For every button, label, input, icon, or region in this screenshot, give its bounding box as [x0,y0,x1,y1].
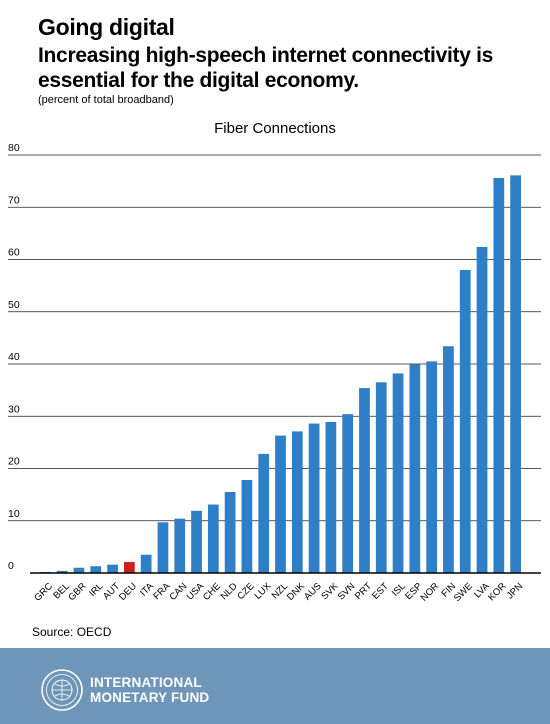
y-tick-label: 70 [8,194,20,206]
imf-wordmark: INTERNATIONAL MONETARY FUND [90,675,209,705]
x-tick-label: PRT [353,581,374,602]
y-tick-label: 0 [8,560,14,572]
x-tick-label: LUX [253,580,274,601]
bar [224,492,236,573]
source-note: Source: OECD [32,625,112,639]
unit-note: (percent of total broadband) [38,94,174,106]
bar [157,522,169,573]
x-tick-label: SVN [336,581,358,603]
bar [459,269,471,573]
x-tick-label: GBR [66,581,88,603]
chart-subtitle: Increasing high-speech internet connecti… [38,44,494,92]
bar [392,373,404,573]
bar [207,504,219,573]
bar [325,421,337,573]
y-tick-label: 80 [8,142,20,154]
y-tick-label: 60 [8,247,20,259]
bar [275,435,286,573]
y-tick-label: 40 [8,351,20,363]
imf-seal-icon [41,669,83,711]
bar [123,562,135,573]
bar [510,175,521,573]
x-tick-label: NOR [419,581,442,604]
x-tick-label: AUT [101,581,122,602]
imf-wordmark-line2: MONETARY FUND [90,690,210,705]
bar [258,453,270,573]
y-tick-label: 30 [8,403,20,415]
bar [493,177,505,574]
bar [241,479,253,573]
y-tick-label: 50 [8,299,20,311]
bar [90,566,102,573]
x-tick-label: SVK [319,580,341,602]
bar [73,567,85,573]
footer-band [0,648,550,724]
bar [476,246,488,573]
x-tick-label: JPN [505,581,526,602]
bar [342,414,354,573]
y-tick-label: 20 [8,456,20,468]
bar [191,510,202,573]
x-tick-label: DEU [117,581,139,603]
chart-title: Fiber Connections [214,120,336,137]
bar [174,518,186,573]
x-tick-label: AUS [302,581,324,603]
x-tick-label: NLD [219,581,240,602]
bar [291,431,303,573]
imf-wordmark-line1: INTERNATIONAL [90,675,202,690]
x-tick-label: EST [370,581,391,602]
bar [107,564,118,573]
bar [426,361,438,573]
chart-heading: Going digital [38,14,175,40]
bar [359,388,370,573]
bar [56,570,68,573]
bar [443,346,454,573]
bar [409,364,421,573]
x-tick-label: CZE [235,581,256,602]
bar [375,382,387,573]
y-tick-label: 10 [8,508,20,520]
bar [308,423,320,573]
bar [140,554,152,573]
